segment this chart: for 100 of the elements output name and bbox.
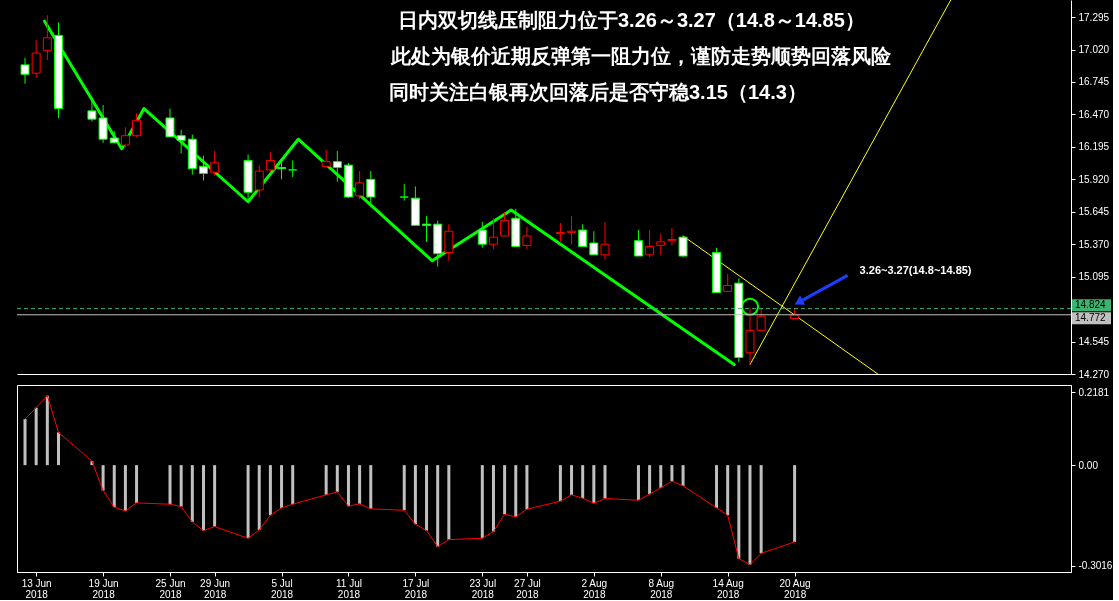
- bar: [45, 395, 49, 466]
- candlestick: [31, 39, 41, 79]
- bar: [592, 465, 596, 504]
- annotation: 日内双切线压制阻力位于3.26～3.27（14.8～14.85）: [398, 9, 865, 31]
- candlestick: [20, 57, 30, 85]
- y-tick-label: 17.020: [1078, 44, 1110, 56]
- bar: [759, 465, 763, 554]
- y-tick-label: 14.545: [1078, 336, 1110, 348]
- bar: [514, 465, 518, 517]
- bar: [335, 465, 339, 492]
- bar: [123, 465, 127, 511]
- x-tick-label: 27 Jul 2018: [514, 577, 541, 600]
- bar: [291, 465, 295, 505]
- candlestick: [488, 217, 498, 250]
- y-tick-label: 16.195: [1078, 141, 1110, 153]
- candlestick: [600, 221, 610, 261]
- bar: [402, 465, 406, 511]
- x-tick-label: 29 Jun 2018: [200, 577, 231, 600]
- y-tick-label: 15.095: [1078, 271, 1110, 283]
- bar: [268, 465, 272, 516]
- bar: [179, 465, 183, 507]
- bar: [425, 465, 429, 531]
- bar: [34, 407, 38, 466]
- bar: [246, 465, 250, 539]
- x-tick-label: 25 Jun 2018: [155, 577, 186, 600]
- bar: [201, 465, 205, 531]
- candlestick: [667, 227, 677, 246]
- bar: [213, 465, 217, 527]
- candlestick: [265, 151, 275, 173]
- y-tick-label: 16.470: [1078, 108, 1110, 120]
- x-tick-label: 2 Aug 2018: [581, 577, 608, 600]
- x-tick-label: 19 Jun 2018: [88, 577, 119, 600]
- x-tick-label: 17 Jul 2018: [402, 577, 430, 600]
- y-tick-label: 15.370: [1078, 238, 1110, 250]
- bar: [413, 465, 417, 525]
- annotation: 同时关注白银再次回落后是否守稳3.15（14.3）: [389, 81, 807, 103]
- bar: [56, 432, 60, 466]
- bar: [503, 465, 507, 515]
- candlestick: [132, 112, 142, 138]
- y-tick-label: 16.745: [1078, 76, 1110, 88]
- candlestick: [578, 223, 588, 248]
- bar: [748, 465, 752, 565]
- candlestick: [176, 129, 186, 154]
- candlestick: [633, 229, 643, 257]
- candlestick: [42, 14, 52, 61]
- y-tick-label: 15.645: [1078, 206, 1110, 218]
- y-tick-label: 17.295: [1078, 11, 1110, 23]
- bar: [558, 465, 562, 502]
- bar: [346, 465, 350, 507]
- bar: [659, 465, 663, 488]
- candlestick: [277, 157, 287, 180]
- bar: [324, 465, 328, 495]
- y-tick-label: 14.270: [1078, 368, 1110, 380]
- bar: [570, 465, 574, 495]
- bar: [436, 465, 440, 547]
- bar: [715, 465, 719, 508]
- bar: [491, 465, 495, 532]
- candlestick: [120, 126, 130, 148]
- candlestick: [500, 211, 510, 237]
- ref-line-label: 14.824: [1075, 299, 1107, 311]
- x-tick-label: 5 Jul 2018: [270, 577, 294, 600]
- bar: [358, 465, 362, 504]
- line-series: [24, 395, 796, 566]
- y-tick-label: 15.920: [1078, 173, 1110, 185]
- candlestick: [355, 170, 365, 200]
- bar: [101, 465, 105, 491]
- candlestick: [366, 170, 376, 207]
- candlestick: [444, 223, 454, 262]
- candlestick: [656, 233, 666, 256]
- bar: [525, 465, 529, 510]
- x-tick-label: 13 Jun 2018: [21, 577, 52, 600]
- bar: [135, 465, 139, 503]
- candlestick: [589, 230, 599, 256]
- bar: [280, 465, 284, 508]
- bar: [369, 465, 373, 509]
- bar: [168, 465, 172, 505]
- bar: [793, 465, 797, 542]
- bar: [726, 465, 730, 516]
- candlestick: [422, 215, 432, 243]
- x-tick-label: 14 Aug 2018: [712, 577, 744, 600]
- ref-line-label: 14.772: [1075, 312, 1107, 324]
- candlestick: [165, 108, 175, 138]
- candlestick: [477, 221, 487, 249]
- x-tick-label: 11 Jul 2018: [335, 577, 362, 600]
- bar: [670, 465, 674, 482]
- bar: [447, 465, 451, 540]
- bar: [648, 465, 652, 495]
- x-tick-label: 23 Jul 2018: [469, 577, 497, 600]
- candlestick: [555, 222, 565, 243]
- y-tick-label: 0.00: [1078, 459, 1099, 471]
- y-tick-label: 0.2181: [1078, 386, 1110, 398]
- x-tick-label: 8 Aug 2018: [648, 577, 675, 600]
- bar: [23, 419, 27, 466]
- bar: [636, 465, 640, 501]
- candlestick: [567, 215, 577, 245]
- bar: [581, 465, 585, 499]
- candlestick: [198, 155, 208, 182]
- candlestick: [210, 150, 220, 177]
- x-tick-label: 20 Aug 2018: [779, 577, 811, 600]
- bar: [257, 465, 261, 530]
